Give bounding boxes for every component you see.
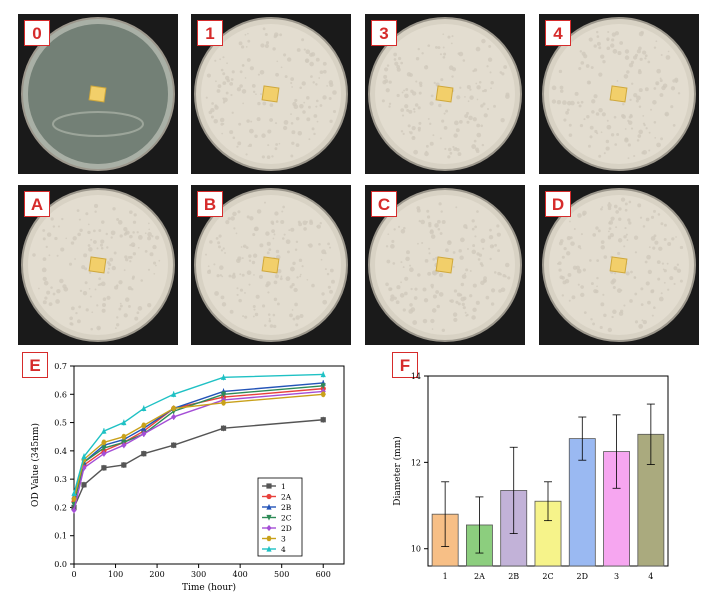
x-tick-label: 200 — [149, 570, 164, 579]
data-point — [71, 496, 77, 502]
legend-label: 3 — [281, 535, 286, 544]
data-point — [320, 417, 326, 423]
x-tick-label: 600 — [316, 570, 331, 579]
panel-label: 0 — [24, 20, 50, 46]
panel-label: 3 — [371, 20, 397, 46]
petri-dish-photo: A — [18, 185, 178, 345]
x-tick-label: 300 — [191, 570, 206, 579]
panel-label: 4 — [545, 20, 571, 46]
y-axis-label: Diameter (mm) — [392, 436, 403, 506]
data-point — [320, 391, 326, 397]
petri-dish-photo: 4 — [539, 14, 699, 174]
panel-label-f: F — [392, 352, 418, 378]
legend-label: 2B — [281, 503, 292, 512]
legend-label: 2C — [281, 514, 292, 523]
data-point — [121, 419, 127, 426]
y-tick-label: 0.1 — [54, 532, 67, 541]
data-point — [101, 427, 107, 434]
petri-dish-photo: D — [539, 185, 699, 345]
panel-label: 1 — [197, 20, 223, 46]
x-tick-label: 1 — [443, 572, 448, 581]
series-line — [73, 390, 324, 511]
data-point — [266, 514, 272, 521]
od-line-chart: 0.0 0.1 0.2 0.3 0.4 0.5 0.6 0.7 0 100 200 300 400 500… — [30, 362, 345, 593]
data-point — [266, 524, 272, 532]
data-point — [101, 465, 107, 471]
x-tick-label: 500 — [274, 570, 289, 579]
data-point — [320, 383, 326, 389]
data-point — [220, 400, 227, 406]
petri-dish-photo: 1 — [191, 14, 351, 174]
petri-dish-photo: 0 — [18, 14, 178, 174]
y-tick-label: 0.5 — [54, 419, 67, 428]
data-point — [266, 545, 272, 552]
data-point — [81, 482, 87, 488]
data-point — [171, 391, 177, 397]
legend-label: 1 — [281, 482, 286, 491]
data-point — [266, 503, 272, 510]
data-point — [71, 507, 77, 514]
legend-label: 4 — [281, 545, 286, 554]
x-tick-label: 2A — [474, 572, 485, 581]
data-point — [81, 453, 87, 460]
legend-label: 2A — [281, 493, 292, 502]
y-tick-label: 0.2 — [54, 503, 67, 512]
panel-label: D — [545, 191, 571, 217]
legend-label: 2D — [281, 524, 292, 533]
data-point — [320, 371, 326, 378]
plot-frame — [73, 365, 345, 565]
panel-label: C — [371, 191, 397, 217]
data-point — [101, 439, 107, 445]
y-axis-label: OD Value (345nm) — [30, 423, 41, 507]
y-tick-label: 12 — [411, 458, 421, 467]
data-point — [71, 490, 77, 496]
x-tick-label: 100 — [108, 570, 123, 579]
data-point — [101, 450, 107, 457]
panel-label: A — [24, 191, 50, 217]
series-line — [73, 387, 324, 502]
data-point — [121, 434, 127, 440]
series-line — [73, 373, 324, 494]
y-tick-label: 0.3 — [54, 475, 67, 484]
data-point — [121, 462, 127, 468]
data-point — [141, 451, 147, 457]
data-point — [121, 442, 127, 449]
data-point — [266, 493, 272, 500]
series-line — [73, 385, 324, 505]
diameter-bar-chart: 10 12 14 Diameter (mm) 1 2A 2B 2C 2D 3 4 — [392, 372, 669, 581]
x-tick-label: 2B — [508, 572, 519, 581]
petri-dish-photo: B — [191, 185, 351, 345]
y-tick-label: 14 — [411, 372, 421, 381]
page-header — [0, 0, 716, 12]
series-line — [73, 393, 324, 500]
data-point — [220, 425, 227, 431]
series-line — [73, 419, 324, 508]
petri-dish-photo: C — [365, 185, 525, 345]
data-point — [141, 405, 147, 412]
y-tick-label: 0.6 — [54, 390, 67, 399]
data-point — [171, 413, 177, 421]
panel-label: B — [197, 191, 223, 217]
x-axis-label: Time (hour) — [182, 582, 236, 593]
data-point — [220, 374, 227, 380]
x-tick-label: 4 — [648, 572, 653, 581]
data-point — [171, 442, 177, 448]
data-point — [101, 445, 107, 452]
x-tick-label: 3 — [614, 572, 619, 581]
petri-dish-photo: 3 — [365, 14, 525, 174]
y-tick-label: 10 — [411, 545, 421, 554]
data-point — [171, 405, 177, 412]
x-tick-label: 2D — [577, 572, 589, 581]
data-point — [220, 391, 227, 398]
x-tick-label: 2C — [542, 572, 553, 581]
y-tick-label: 0.0 — [54, 560, 67, 569]
data-point — [266, 535, 272, 542]
panel-label-e: E — [22, 352, 48, 378]
y-tick-label: 0.4 — [54, 447, 67, 456]
data-point — [266, 483, 272, 489]
x-tick-label: 0 — [71, 570, 76, 579]
x-tick-label: 400 — [233, 570, 248, 579]
y-tick-label: 0.7 — [54, 362, 67, 371]
data-point — [141, 422, 147, 428]
